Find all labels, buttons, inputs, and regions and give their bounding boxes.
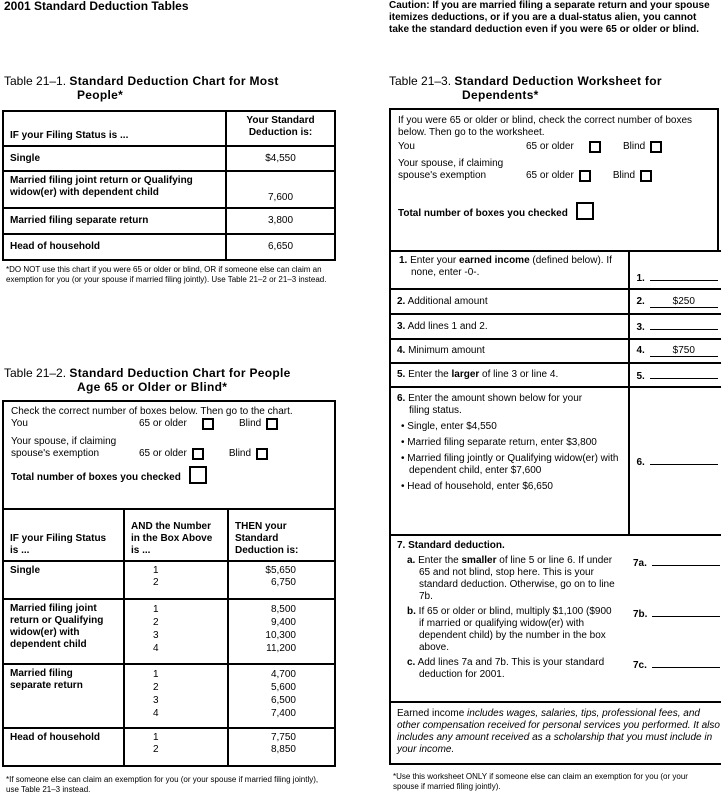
line-3-input[interactable] bbox=[649, 319, 718, 330]
table-row: Married filing separate return 1 2 3 4 4,7… bbox=[2, 663, 336, 729]
line-7a-input[interactable] bbox=[651, 555, 720, 566]
line-2-value: $250 bbox=[649, 296, 718, 308]
bullet-item: • Married filing separate return, enter … bbox=[401, 437, 597, 448]
table-21-2-title: Table 21–2. Standard Deduction Chart for… bbox=[4, 366, 291, 394]
table-21-1-footnote: *DO NOT use this chart if you were 65 or… bbox=[6, 265, 327, 284]
worksheet-line-6: 6. Enter the amount shown below for your… bbox=[388, 386, 721, 536]
table-row: Married filing separate return 3,800 bbox=[2, 207, 336, 235]
header-filing-status: IF your Filing Status is ... bbox=[2, 110, 227, 147]
line-1-input[interactable] bbox=[649, 270, 718, 281]
table-21-2-checkboxes: Check the correct number of boxes below.… bbox=[2, 400, 336, 510]
table-21-3-worksheet: 1. Enter your earned income (defined bel… bbox=[388, 250, 721, 765]
worksheet-line-2: 2. Additional amount 2. $250 bbox=[388, 288, 721, 315]
bullet-item: • Head of household, enter $6,650 bbox=[401, 481, 553, 492]
bullet-item: • Married filing jointly or Qualifying w… bbox=[401, 453, 619, 476]
table-row: Single $4,550 bbox=[2, 145, 336, 172]
table-row: Head of household 6,650 bbox=[2, 233, 336, 261]
table-21-3-checkboxes: If you were 65 or older or blind, check … bbox=[389, 108, 719, 252]
line-7b-input[interactable] bbox=[652, 606, 721, 617]
caution-note: Caution: If you are married filing a sep… bbox=[389, 0, 710, 35]
bullet-item: • Single, enter $4,550 bbox=[401, 421, 497, 432]
table-21-2-footnote: *If someone else can claim an exemption … bbox=[6, 775, 319, 794]
you-blind-checkbox[interactable] bbox=[266, 418, 279, 430]
page-title: 2001 Standard Deduction Tables bbox=[4, 0, 189, 13]
line-7c-input[interactable] bbox=[651, 657, 720, 668]
table-row: Married filing joint return or Qualifyin… bbox=[2, 170, 336, 209]
table-21-1-title: Table 21–1. Standard Deduction Chart for… bbox=[4, 74, 279, 102]
line-5-input[interactable] bbox=[649, 368, 718, 379]
table-21-2: IF your Filing Status is ... AND the Numb… bbox=[2, 508, 336, 767]
total-boxes-input[interactable] bbox=[188, 466, 207, 484]
table-row: Single 1 2 $5,650 6,750 bbox=[2, 560, 336, 600]
table-row: Married filing joint return or Qualifyin… bbox=[2, 598, 336, 665]
you-65-checkbox[interactable] bbox=[202, 418, 214, 430]
worksheet-line-1: 1. Enter your earned income (defined bel… bbox=[388, 250, 721, 290]
total-boxes-input[interactable] bbox=[575, 202, 594, 220]
table-21-3-footnote: *Use this worksheet ONLY if someone else… bbox=[393, 772, 688, 791]
spouse-blind-checkbox[interactable] bbox=[640, 170, 653, 182]
worksheet-line-4: 4. Minimum amount 4. $750 bbox=[388, 338, 721, 364]
table-row: Head of household 1 2 7,750 8,850 bbox=[2, 727, 336, 767]
line-6-input[interactable] bbox=[649, 454, 718, 465]
earned-income-definition: Earned income includes wages, salaries, … bbox=[388, 701, 721, 765]
table-21-1: IF your Filing Status is ... Your Standar… bbox=[2, 110, 336, 261]
worksheet-line-7: 7. Standard deduction. a. Enter the smal… bbox=[388, 534, 721, 703]
you-blind-checkbox[interactable] bbox=[650, 141, 663, 153]
line-4-value: $750 bbox=[649, 346, 718, 357]
worksheet-line-3: 3. Add lines 1 and 2. 3. bbox=[388, 313, 721, 340]
spouse-65-checkbox[interactable] bbox=[578, 170, 591, 182]
header-deduction: Your Standard Deduction is: bbox=[225, 110, 336, 147]
worksheet-line-5: 5. Enter the larger of line 3 or line 4.… bbox=[388, 362, 721, 388]
spouse-blind-checkbox[interactable] bbox=[256, 448, 269, 460]
table-21-3-title: Table 21–3. Standard Deduction Worksheet… bbox=[389, 74, 662, 102]
you-65-checkbox[interactable] bbox=[589, 141, 601, 153]
spouse-65-checkbox[interactable] bbox=[191, 448, 204, 460]
